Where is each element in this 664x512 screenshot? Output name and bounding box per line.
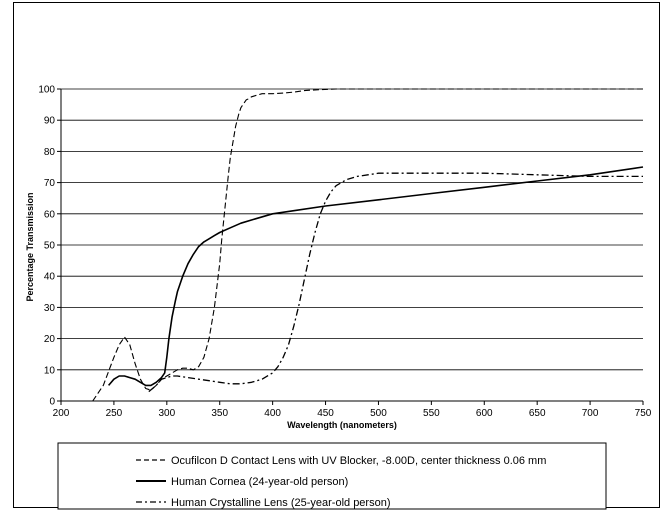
y-tick-label: 20	[44, 334, 56, 345]
series-line-dashed	[92, 88, 643, 402]
legend-box	[57, 442, 607, 510]
y-tick-label: 100	[38, 85, 55, 96]
series-line-dashdot	[148, 172, 643, 393]
x-tick-label: 200	[53, 408, 70, 419]
x-tick-label: 550	[423, 408, 440, 419]
series-lines	[92, 88, 644, 402]
legend-label: Human Cornea (24-year-old person)	[171, 476, 348, 488]
x-tick-label: 600	[476, 408, 493, 419]
x-tick-label: 750	[635, 408, 652, 419]
x-tick-label: 500	[370, 408, 387, 419]
legend-label: Human Crystalline Lens (25-year-old pers…	[171, 497, 390, 509]
y-tick-label: 40	[44, 272, 56, 283]
legend-label: Ocufilcon D Contact Lens with UV Blocker…	[171, 455, 546, 467]
y-tick-label: 0	[49, 397, 55, 408]
y-axis-title: Percentage Transmission	[25, 192, 35, 301]
x-tick-label: 700	[582, 408, 599, 419]
grid-lines	[61, 88, 643, 371]
y-tick-label: 70	[44, 178, 56, 189]
x-axis-title: Wavelength (nanometers)	[287, 420, 397, 430]
legend: Ocufilcon D Contact Lens with UV Blocker…	[57, 442, 607, 510]
x-tick-label: 300	[158, 408, 175, 419]
x-tick-label: 400	[264, 408, 281, 419]
series-line-solid	[107, 166, 644, 387]
y-tick-labels: 0 10 20 30 40 50 60 70 80 90 100	[38, 85, 55, 408]
x-tick-label: 350	[211, 408, 228, 419]
y-tick-label: 60	[44, 209, 56, 220]
y-tick-label: 30	[44, 303, 56, 314]
chart-frame	[13, 2, 660, 508]
x-tick-labels: 200 250 300 350 400 450 500 550 600 650 700 750	[53, 408, 652, 419]
x-tick-label: 450	[317, 408, 334, 419]
y-tick-label: 50	[44, 241, 56, 252]
x-tick-label: 250	[106, 408, 123, 419]
y-tick-label: 10	[44, 365, 56, 376]
y-tick-label: 80	[44, 147, 56, 158]
y-tick-label: 90	[44, 116, 56, 127]
x-tick-label: 650	[529, 408, 546, 419]
axes	[57, 88, 644, 405]
